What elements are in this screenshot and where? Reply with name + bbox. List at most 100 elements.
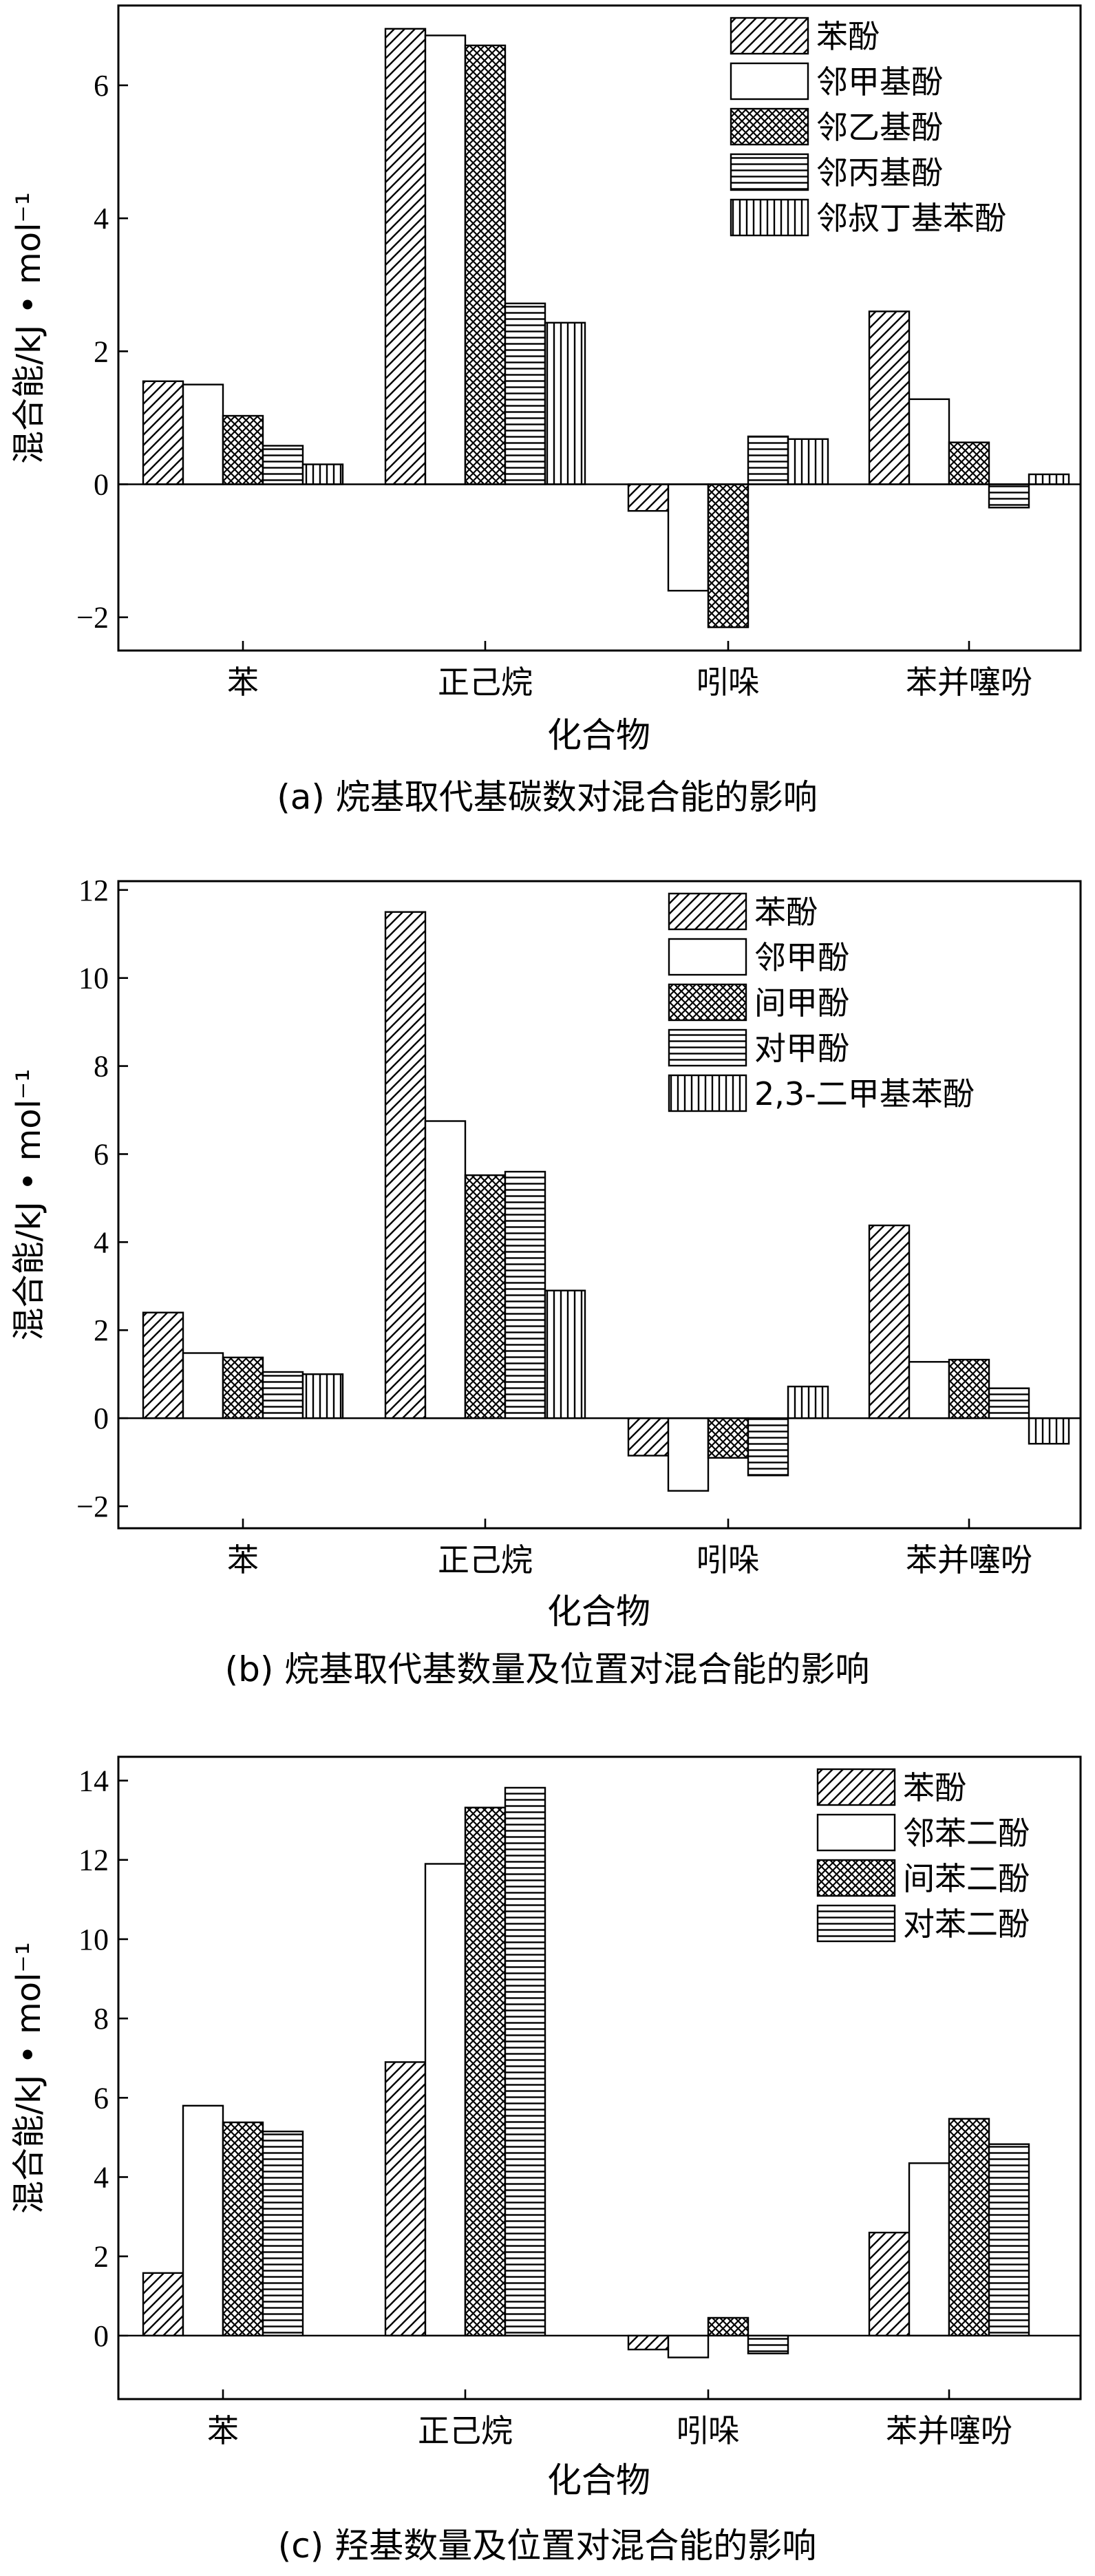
legend-label: 邻乙基酚 — [816, 109, 943, 146]
legend-swatch — [668, 1028, 747, 1067]
y-tick-label: 6 — [94, 2081, 109, 2115]
chart-c: 0 2 4 6 8 10 12 14 苯 正己烷 吲哚 苯并噻吩 混合能/kJ • mol⁻¹ 化合物 (c… — [10, 1755, 1082, 2566]
x-tick-label: 苯并噻吩 — [906, 1541, 1032, 1579]
legend-label: 邻丙基酚 — [816, 154, 943, 191]
bar — [424, 34, 467, 485]
bar — [301, 1373, 344, 1419]
chart-caption: (a) 烷基取代基碳数对混合能的影响 — [277, 777, 818, 817]
bar — [142, 1311, 184, 1419]
bar — [544, 1289, 586, 1419]
x-tick-label: 正己烷 — [418, 2412, 513, 2449]
x-tick-label: 苯 — [227, 664, 259, 701]
bar — [868, 1224, 911, 1419]
bar — [384, 2061, 427, 2337]
legend-swatch — [816, 1813, 896, 1852]
legend-label: 间苯二酚 — [903, 1860, 1030, 1897]
bar — [747, 1417, 789, 1477]
y-tick-label: 10 — [78, 1923, 109, 1956]
bar — [667, 483, 710, 592]
bar — [1028, 473, 1070, 485]
bar — [504, 1786, 546, 2337]
bar — [222, 1356, 264, 1419]
bar — [707, 1417, 750, 1459]
bar — [262, 2131, 304, 2337]
legend-label: 苯酚 — [816, 18, 880, 55]
y-tick-label: 4 — [94, 2160, 109, 2194]
bar — [627, 483, 670, 512]
y-tick-label: 8 — [94, 2002, 109, 2036]
plot-frame — [117, 1755, 1082, 2400]
bar — [504, 1170, 546, 1419]
bar — [424, 1863, 467, 2337]
y-tick-label: 4 — [94, 1225, 109, 1259]
legend-label: 邻苯二酚 — [903, 1815, 1030, 1852]
bar — [464, 44, 507, 485]
bar — [262, 445, 304, 485]
x-tick-label: 苯 — [207, 2412, 239, 2449]
bar — [948, 441, 990, 485]
bar — [544, 321, 586, 485]
x-tick-label: 正己烷 — [438, 1541, 533, 1579]
bar — [182, 2104, 224, 2337]
legend-label: 苯酚 — [754, 894, 818, 931]
legend-swatch — [668, 983, 747, 1022]
bar — [707, 483, 750, 629]
bar — [988, 1387, 1030, 1419]
x-axis-label: 化合物 — [547, 2460, 650, 2500]
legend-label: 对甲酚 — [754, 1030, 849, 1067]
bar — [627, 1417, 670, 1457]
bar — [988, 2143, 1030, 2337]
y-tick-label: 12 — [78, 874, 109, 907]
y-tick-label: 10 — [78, 962, 109, 995]
bar — [464, 1174, 507, 1419]
x-tick-label: 正己烷 — [438, 664, 533, 701]
y-tick-label: −2 — [76, 601, 109, 635]
legend-swatch — [668, 938, 747, 976]
chart-caption: (b) 烷基取代基数量及位置对混合能的影响 — [225, 1649, 870, 1689]
legend-swatch — [730, 62, 809, 101]
y-tick-label: −2 — [76, 1490, 109, 1523]
y-axis-label: 混合能/kJ • mol⁻¹ — [10, 1942, 48, 2214]
x-tick-label: 苯 — [227, 1541, 259, 1579]
chart-a: −2 0 2 4 6 苯 正己烷 吲哚 苯并噻吩 混合能/kJ • mol⁻¹ 化合物 (a) 烷基取… — [10, 4, 1082, 817]
legend-label: 邻甲基酚 — [816, 63, 943, 101]
bar — [222, 2121, 264, 2337]
y-tick-label: 2 — [94, 2240, 109, 2274]
y-tick-label: 0 — [94, 1402, 109, 1435]
bar — [222, 414, 264, 485]
y-tick-label: 4 — [94, 202, 109, 235]
bar — [1028, 1417, 1070, 1445]
bar — [868, 2231, 911, 2337]
legend-label: 邻甲酚 — [754, 939, 849, 976]
legend-swatch — [730, 17, 809, 55]
bar — [707, 2316, 750, 2337]
chart-b: −2 0 2 4 6 8 10 12 苯 正己烷 吲哚 苯并噻吩 混合能/kJ • mol⁻¹ 化合物 (b… — [10, 874, 1082, 1689]
bar — [504, 302, 546, 485]
chart-caption: (c) 羟基数量及位置对混合能的影响 — [278, 2526, 816, 2566]
y-tick-label: 12 — [78, 1844, 109, 1877]
y-tick-label: 0 — [94, 2319, 109, 2353]
bar — [142, 380, 184, 485]
x-axis-label: 化合物 — [547, 715, 650, 755]
y-tick-label: 6 — [94, 69, 109, 103]
legend-label: 邻叔丁基苯酚 — [816, 200, 1006, 237]
bar — [142, 2272, 184, 2337]
x-tick-label: 苯并噻吩 — [886, 2412, 1012, 2449]
legend-label: 苯酚 — [903, 1769, 966, 1806]
bar — [948, 1358, 990, 1419]
bar — [667, 1417, 710, 1492]
legend-swatch — [668, 892, 747, 931]
y-tick-label: 0 — [94, 468, 109, 502]
legend-swatch — [816, 1859, 896, 1897]
legend-swatch — [730, 107, 809, 146]
legend-swatch — [730, 198, 809, 237]
bar — [988, 483, 1030, 509]
bar — [667, 2334, 710, 2358]
bar — [787, 1385, 829, 1419]
legend-swatch — [730, 153, 809, 191]
x-tick-label: 吲哚 — [697, 664, 760, 701]
bar — [787, 438, 829, 485]
x-axis-label: 化合物 — [547, 1592, 650, 1632]
legend-label: 对苯二酚 — [903, 1905, 1030, 1943]
y-tick-label: 14 — [78, 1764, 109, 1798]
